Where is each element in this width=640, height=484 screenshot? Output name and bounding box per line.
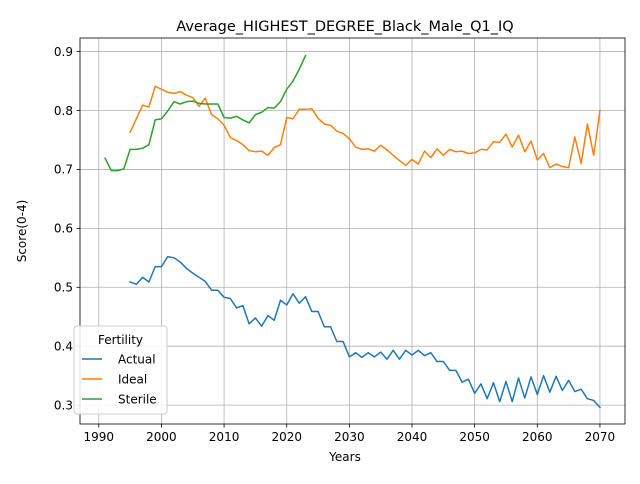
x-tick-label: 2040: [397, 430, 428, 444]
x-tick-label: 2050: [459, 430, 490, 444]
y-tick-label: 0.7: [54, 163, 73, 177]
x-tick-label: 2010: [209, 430, 240, 444]
y-tick-label: 0.5: [54, 281, 73, 295]
axis-ticks: 1990 2000 2010 2020 2030 2040 2050 2060 2070 0.3 0…: [54, 45, 615, 444]
chart-title: Average_HIGHEST_DEGREE_Black_Male_Q1_IQ: [176, 19, 513, 35]
series-line-actual: [129, 255, 601, 409]
legend-label-sterile: Sterile: [118, 392, 157, 406]
x-tick-label: 2060: [522, 430, 553, 444]
x-tick-label: 1990: [84, 430, 115, 444]
legend-label-ideal: Ideal: [118, 372, 147, 386]
y-axis-label: Score(0-4): [15, 200, 29, 263]
x-axis-label: Years: [328, 450, 361, 464]
plot-frame: [79, 37, 626, 425]
y-tick-label: 0.8: [54, 104, 73, 118]
grid: [80, 38, 625, 424]
x-tick-label: 2000: [146, 430, 177, 444]
y-tick-label: 0.4: [54, 340, 73, 354]
x-tick-label: 2030: [334, 430, 365, 444]
legend-label-actual: Actual: [118, 352, 156, 366]
legend-title: Fertility: [98, 333, 143, 347]
x-tick-label: 2070: [585, 430, 616, 444]
y-tick-label: 0.9: [54, 45, 73, 59]
legend-box: [73, 325, 168, 415]
y-tick-label: 0.6: [54, 222, 73, 236]
legend: Fertility Actual Ideal Sterile: [73, 325, 168, 415]
y-tick-label: 0.3: [54, 398, 73, 412]
series-lines: [104, 54, 601, 409]
x-tick-label: 2020: [271, 430, 302, 444]
series-line-sterile: [104, 54, 307, 172]
series-line-ideal: [129, 85, 601, 169]
